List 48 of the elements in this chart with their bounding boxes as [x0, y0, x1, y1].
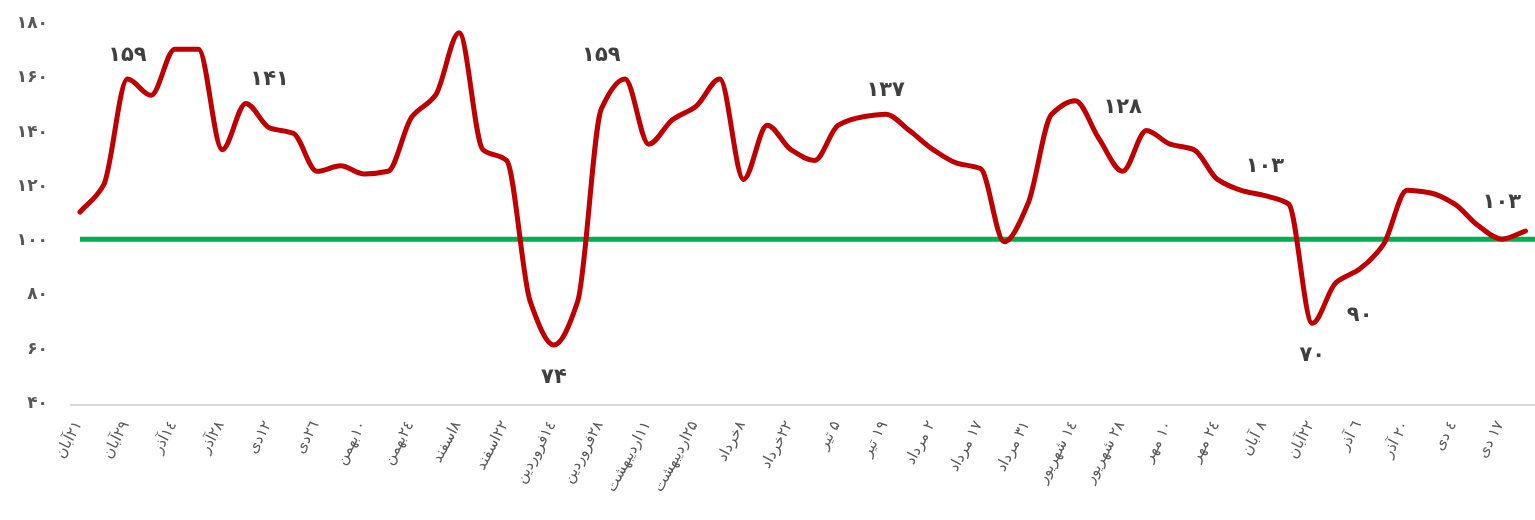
x-tick-label: ۲۹آبان	[98, 417, 133, 462]
x-tick-label: ۲۲آبان	[1283, 417, 1318, 462]
x-tick-label: ۲۲اسفند	[471, 417, 513, 473]
x-tick-label: ۲۰ آذر	[1377, 417, 1413, 462]
x-tick-label: ۱۷ مرداد	[944, 417, 987, 475]
x-tick-label: ۲۲خرداد	[756, 417, 797, 472]
x-tick-label: ۳۱ مرداد	[991, 417, 1034, 475]
annotation: ۱۵۹	[582, 42, 621, 66]
x-tick-label: ۱۹ تیر	[857, 417, 892, 461]
x-tick-label: ۲۸آذر	[195, 417, 228, 457]
annotation: ۱۰۳	[1482, 188, 1522, 213]
x-tick-label: ۱۰بهمن	[331, 417, 370, 468]
x-tick-label: ۸خرداد	[712, 417, 750, 464]
y-tick-label: ۱۶۰	[16, 66, 48, 87]
y-tick-label: ۱۸۰	[16, 12, 48, 32]
x-tick-label: ٤ دی	[1429, 417, 1460, 454]
x-tick-label: ۱۲دی	[243, 417, 276, 457]
annotation: ۱۳۷	[866, 77, 906, 102]
annotation: ۷۰	[1299, 342, 1326, 367]
y-tick-label: ۴۰	[27, 392, 48, 412]
y-tick-label: ۱۴۰	[16, 120, 48, 141]
annotation: ۱۴۱	[250, 66, 289, 91]
annotation: ۹۰	[1346, 301, 1373, 326]
x-tick-label: ۲٤ مهر	[1185, 417, 1223, 466]
annotation: ۱۵۹	[108, 42, 147, 66]
x-tick-label: ۸ آبان	[1237, 417, 1271, 459]
x-tick-label: ۲۵اردیبهشت	[649, 417, 702, 495]
x-tick-label: ۱۰ مهر	[1138, 417, 1176, 466]
annotation: ۱۲۸	[1103, 93, 1143, 118]
y-tick-label: ۱۲۰	[16, 174, 48, 195]
x-tick-label: ۸اسفند	[427, 417, 465, 466]
x-tick-label: ۲ مرداد	[900, 417, 939, 468]
x-tick-label: ۵ تیر	[813, 417, 844, 454]
x-tick-label: ۱٤فروردین	[511, 417, 560, 487]
x-tick-label: ۲٦دی	[290, 417, 323, 457]
x-tick-label: ٦ آذر	[1334, 417, 1366, 455]
x-tick-label: ۲۸ شهریور	[1080, 417, 1129, 487]
x-tick-label: ۱٤آذر	[147, 417, 181, 457]
y-tick-label: ۶۰	[27, 337, 48, 358]
x-tick-label: ۱۷ دی	[1473, 417, 1508, 461]
x-tick-label: ۲۱آبان	[50, 417, 86, 462]
x-tick-label: ۲۸فروردین	[558, 417, 607, 487]
y-tick-label: ۱۰۰	[16, 229, 48, 250]
annotation: ۷۴	[541, 364, 567, 388]
y-tick-label: ۸۰	[27, 283, 48, 304]
x-tick-label: ۲٤بهمن	[379, 417, 418, 468]
annotation: ۱۰۳	[1245, 153, 1285, 178]
x-tick-label: ۱٤ شهریور	[1032, 417, 1081, 487]
